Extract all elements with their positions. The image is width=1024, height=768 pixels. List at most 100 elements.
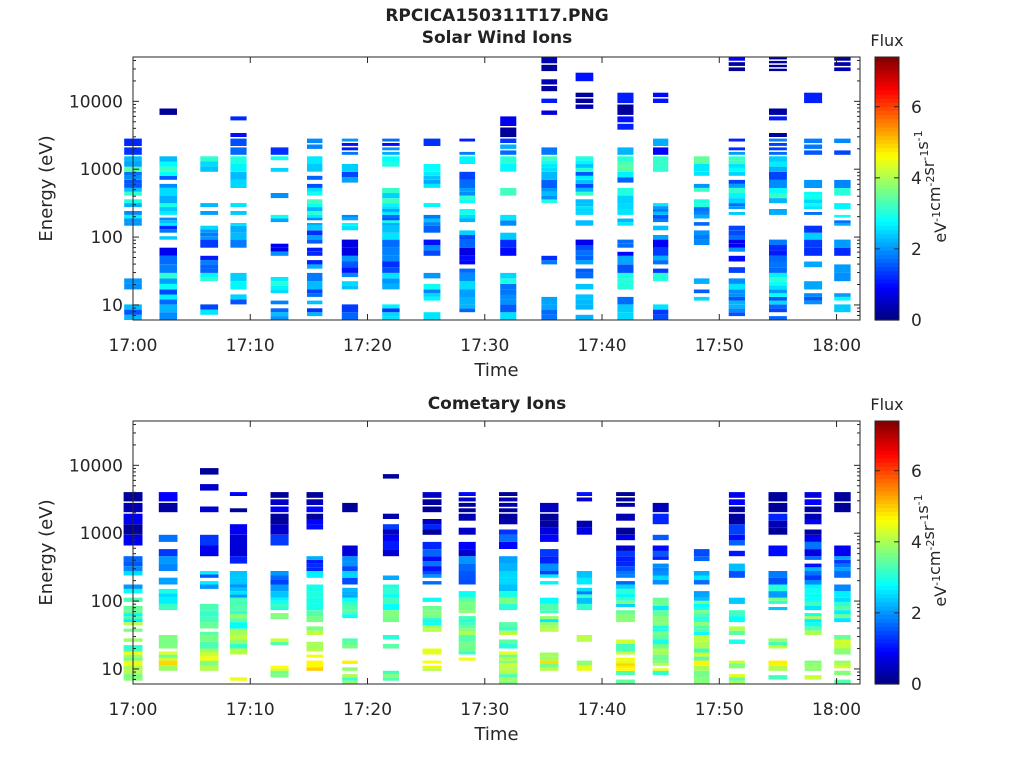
heatmap-cell: [306, 519, 324, 525]
x-tick-label: 17:10: [226, 336, 275, 356]
heatmap-cell: [728, 183, 745, 188]
colorbar-segment: [875, 511, 899, 517]
heatmap-cell: [458, 549, 476, 557]
heatmap-cell: [653, 98, 669, 103]
y-tick-label: 10: [101, 660, 123, 680]
heatmap-cell: [499, 657, 518, 661]
heatmap-cell: [768, 597, 788, 601]
heatmap-cell: [423, 296, 441, 301]
heatmap-cell: [458, 616, 476, 620]
heatmap-cell: [499, 541, 518, 549]
heatmap-cell: [804, 597, 822, 602]
heatmap-cell: [270, 571, 289, 576]
heatmap-cell: [541, 167, 558, 172]
heatmap-cell: [693, 670, 710, 678]
colorbar-segment: [875, 573, 899, 578]
heatmap-cell: [693, 211, 710, 215]
colorbar-segment: [875, 295, 899, 301]
heatmap-cell: [159, 171, 177, 176]
heatmap-cell: [459, 156, 476, 164]
heatmap-cell: [229, 628, 248, 636]
heatmap-cell: [617, 209, 634, 215]
heatmap-cell: [500, 272, 517, 279]
heatmap-cell: [804, 619, 822, 623]
heatmap-cell: [458, 651, 476, 655]
heatmap-cell: [804, 549, 822, 557]
heatmap-cell: [693, 622, 710, 626]
heatmap-cell: [382, 209, 400, 212]
heatmap-cell: [575, 283, 594, 290]
heatmap-cell: [200, 631, 219, 635]
heatmap-cell: [382, 198, 400, 204]
heatmap-cell: [270, 156, 289, 161]
colorbar-segment: [875, 93, 899, 99]
heatmap-cell: [422, 529, 442, 535]
heatmap-cell: [652, 580, 669, 585]
heatmap-cell: [422, 665, 442, 669]
heatmap-cell: [423, 239, 441, 245]
colorbar-segment: [875, 531, 899, 537]
heatmap-cell: [768, 527, 788, 535]
heatmap-cell: [834, 567, 851, 571]
heatmap-cell: [423, 164, 441, 172]
heatmap-cell: [229, 648, 248, 655]
heatmap-cell: [382, 534, 399, 542]
heatmap-cell: [307, 175, 323, 180]
heatmap-cell: [616, 639, 635, 644]
heatmap-cell: [693, 625, 710, 629]
colorbar-title: Flux: [870, 31, 903, 50]
heatmap-cell: [499, 597, 518, 604]
heatmap-cell: [458, 502, 476, 507]
heatmap-cell: [804, 588, 822, 594]
heatmap-cell: [804, 150, 823, 155]
heatmap-cell: [200, 625, 219, 629]
heatmap-cell: [693, 656, 710, 661]
colorbar-segment: [875, 69, 899, 75]
heatmap-cell: [769, 300, 787, 305]
heatmap-cell: [616, 600, 635, 604]
heatmap-cell: [500, 239, 517, 248]
heatmap-cell: [804, 261, 823, 268]
heatmap-cell: [342, 677, 358, 681]
heatmap-cell: [458, 527, 476, 535]
heatmap-cell: [499, 513, 518, 519]
heatmap-cell: [575, 314, 594, 320]
heatmap-cell: [768, 520, 788, 528]
heatmap-cell: [617, 239, 634, 244]
colorbar-segment: [875, 143, 899, 149]
heatmap-cell: [616, 651, 635, 655]
heatmap-cell: [768, 638, 788, 642]
colorbar-frame: [874, 56, 900, 321]
heatmap-cell: [575, 255, 594, 261]
heatmap-cell: [804, 630, 822, 635]
heatmap-cell: [158, 657, 178, 661]
heatmap-cell: [306, 492, 324, 498]
y-tick-label: 10: [101, 296, 123, 316]
heatmap-cell: [500, 220, 517, 226]
colorbar-segment: [875, 180, 899, 185]
heatmap-cell: [617, 188, 634, 196]
heatmap-cell: [422, 519, 442, 525]
colorbar-segment: [875, 614, 899, 619]
heatmap-cell: [728, 492, 745, 498]
colorbar-segment: [875, 204, 899, 210]
heatmap-cell: [342, 591, 358, 595]
heatmap-cell: [200, 236, 219, 240]
heatmap-cell: [382, 474, 399, 479]
heatmap-cell: [804, 584, 822, 589]
heatmap-cell: [541, 314, 558, 320]
colorbar-segment: [875, 581, 899, 586]
heatmap-cell: [728, 267, 745, 273]
heatmap-cell: [616, 668, 635, 671]
heatmap-cell: [200, 255, 219, 261]
heatmap-cell: [342, 641, 358, 646]
heatmap-cell: [382, 670, 399, 675]
y-tick-label: 100: [91, 228, 123, 248]
heatmap-cell: [499, 603, 518, 611]
heatmap-cell: [458, 513, 476, 521]
heatmap-cell: [306, 616, 324, 623]
heatmap-cell: [728, 278, 745, 284]
x-axis-label: Time: [473, 360, 518, 381]
colorbar-segment: [875, 626, 899, 632]
heatmap-cell: [422, 561, 442, 566]
